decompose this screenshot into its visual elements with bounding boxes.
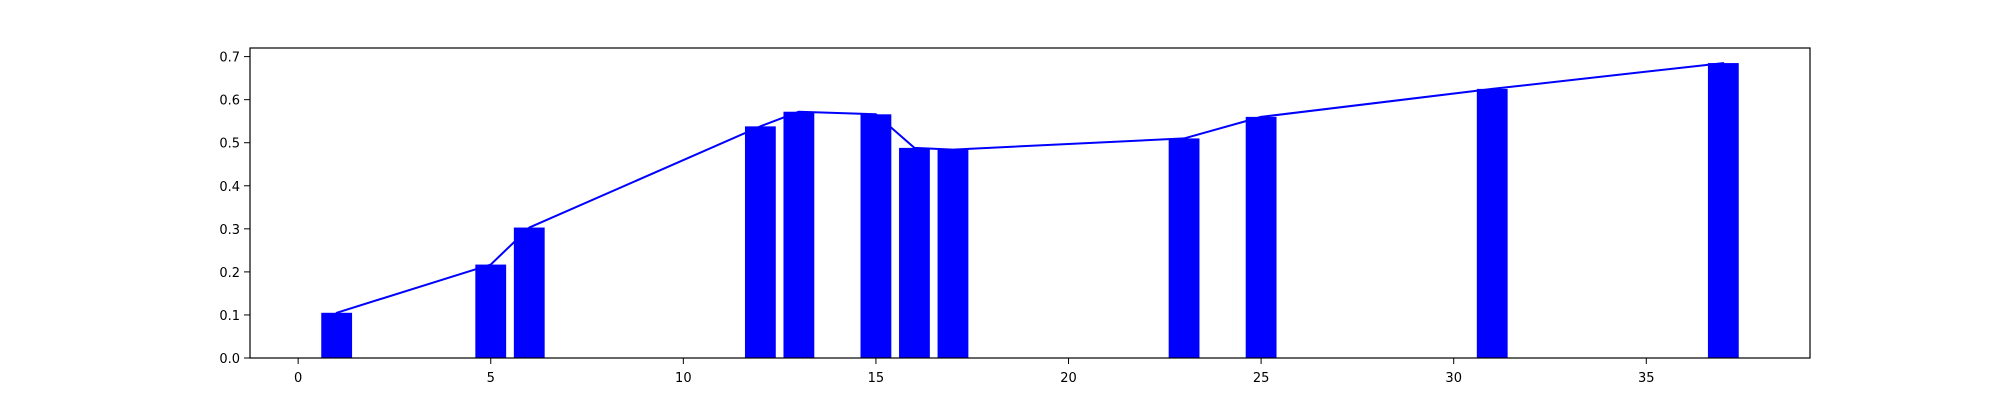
- bar: [513, 227, 545, 358]
- series-line: [335, 62, 1725, 314]
- y-tick-label: 0.6: [219, 94, 240, 109]
- x-tick-label: 35: [1638, 371, 1655, 386]
- axes-layer: 0 5 10 15 20 25 30 35 0.0 0.1 0.2 0.3 0.4 0.5 0.6 0.7: [219, 47, 1811, 386]
- bars-layer: [321, 63, 1739, 359]
- line-layer: [335, 62, 1725, 314]
- bar: [937, 149, 969, 358]
- x-tick-label: 0: [294, 371, 302, 386]
- x-tick-label: 20: [1060, 371, 1077, 386]
- y-tick-label: 0.4: [219, 180, 240, 195]
- x-tick-label: 25: [1253, 371, 1270, 386]
- bar: [899, 147, 930, 358]
- bar: [321, 312, 353, 358]
- bar: [1476, 88, 1508, 359]
- y-tick-label: 0.7: [219, 51, 240, 66]
- bar: [783, 111, 815, 358]
- bar: [1707, 63, 1739, 358]
- bar: [744, 126, 776, 358]
- bar: [1245, 116, 1277, 358]
- y-tick-label: 0.5: [219, 137, 240, 152]
- y-tick-label: 0.3: [219, 223, 240, 238]
- bar: [1168, 138, 1200, 358]
- y-tick-label: 0.0: [219, 352, 240, 367]
- bar: [860, 114, 892, 358]
- y-tick-label: 0.2: [219, 266, 240, 281]
- y-tick-label: 0.1: [219, 309, 240, 324]
- x-tick-label: 5: [487, 371, 495, 386]
- x-tick-label: 10: [675, 371, 692, 386]
- x-tick-label: 15: [868, 371, 885, 386]
- plot-frame: [249, 47, 1811, 359]
- x-tick-label: 30: [1445, 371, 1462, 386]
- bar: [475, 264, 507, 358]
